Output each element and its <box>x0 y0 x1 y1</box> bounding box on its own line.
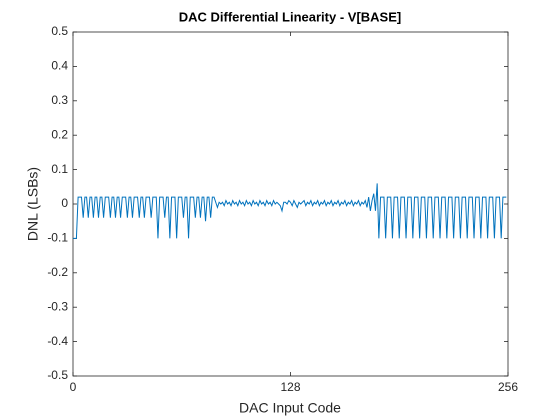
x-axis-label: DAC Input Code <box>239 400 341 416</box>
y-tick-label: 0.2 <box>51 127 68 141</box>
x-tick-label: 256 <box>498 380 518 394</box>
data-line <box>73 183 507 239</box>
y-tick-label: -0.5 <box>47 368 68 382</box>
y-tick-label: -0.4 <box>47 334 68 348</box>
y-tick-label: -0.2 <box>47 265 68 279</box>
x-tick-label: 128 <box>280 380 300 394</box>
y-tick-label: -0.1 <box>47 231 68 245</box>
y-tick-label: 0 <box>61 196 68 210</box>
y-tick-label: 0.3 <box>51 93 68 107</box>
y-axis-label: DNL (LSBs) <box>25 167 41 241</box>
y-tick-label: 0.1 <box>51 162 68 176</box>
y-tick-label: -0.3 <box>47 299 68 313</box>
x-tick-label: 0 <box>70 380 77 394</box>
y-tick-label: 0.4 <box>51 59 68 73</box>
y-tick-label: 0.5 <box>51 24 68 38</box>
chart-title: DAC Differential Linearity - V[BASE] <box>179 9 401 24</box>
